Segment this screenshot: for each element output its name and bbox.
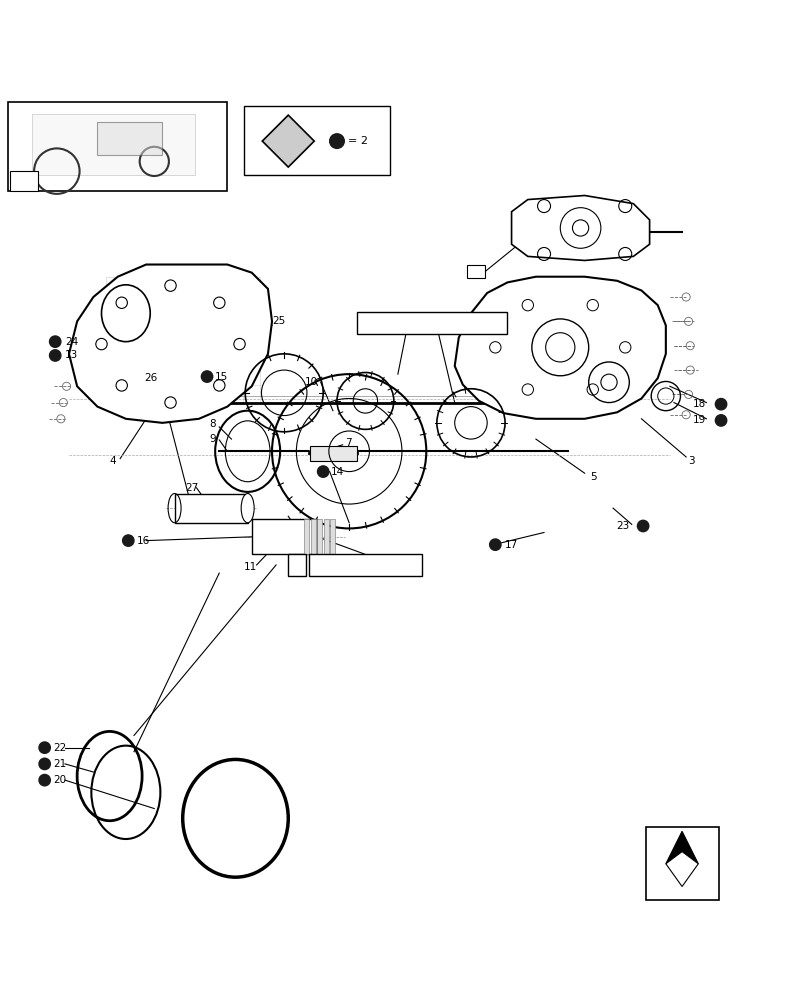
- FancyBboxPatch shape: [308, 554, 422, 576]
- FancyBboxPatch shape: [311, 519, 315, 554]
- Text: 8: 8: [209, 419, 216, 429]
- Text: 14: 14: [331, 467, 344, 477]
- Circle shape: [39, 774, 50, 786]
- Text: 1.81.9/01G: 1.81.9/01G: [312, 560, 370, 570]
- Circle shape: [201, 371, 212, 382]
- Text: 3: 3: [688, 456, 694, 466]
- Circle shape: [637, 520, 648, 532]
- Text: 23: 23: [616, 521, 629, 531]
- Text: 25: 25: [272, 316, 285, 326]
- Text: 1: 1: [469, 267, 475, 277]
- FancyBboxPatch shape: [97, 122, 162, 155]
- Ellipse shape: [241, 494, 254, 523]
- Text: 18: 18: [693, 399, 706, 409]
- FancyBboxPatch shape: [324, 519, 328, 554]
- Polygon shape: [262, 115, 314, 167]
- Text: 26: 26: [144, 373, 157, 383]
- Text: 27: 27: [185, 483, 198, 493]
- FancyBboxPatch shape: [466, 265, 484, 278]
- Text: 17: 17: [504, 540, 517, 550]
- FancyBboxPatch shape: [645, 827, 718, 900]
- FancyBboxPatch shape: [174, 494, 247, 523]
- Text: 24: 24: [65, 337, 78, 347]
- Circle shape: [317, 466, 328, 477]
- Text: 10: 10: [304, 377, 317, 387]
- Circle shape: [39, 742, 50, 753]
- Text: 7: 7: [345, 438, 351, 448]
- Polygon shape: [511, 196, 649, 260]
- Text: 11: 11: [243, 562, 256, 572]
- Text: 13: 13: [65, 350, 78, 360]
- Circle shape: [49, 350, 61, 361]
- Text: 19: 19: [693, 415, 706, 425]
- Text: = 2: = 2: [347, 136, 367, 146]
- Text: ◢: ◢: [15, 177, 22, 187]
- Polygon shape: [454, 277, 665, 419]
- Circle shape: [489, 539, 500, 550]
- FancyBboxPatch shape: [32, 114, 195, 175]
- Text: 9: 9: [209, 434, 216, 444]
- Text: 6: 6: [298, 540, 305, 550]
- Polygon shape: [69, 265, 272, 423]
- Polygon shape: [665, 852, 697, 887]
- Text: 15: 15: [215, 372, 228, 382]
- Circle shape: [49, 336, 61, 347]
- Circle shape: [329, 134, 344, 148]
- Text: 12: 12: [290, 560, 303, 570]
- Text: 5: 5: [590, 472, 596, 482]
- Text: 4: 4: [109, 456, 116, 466]
- FancyBboxPatch shape: [304, 519, 309, 554]
- Text: 16: 16: [136, 536, 149, 546]
- Circle shape: [122, 535, 134, 546]
- FancyBboxPatch shape: [288, 554, 306, 576]
- FancyBboxPatch shape: [330, 519, 335, 554]
- Text: 22: 22: [53, 743, 66, 753]
- FancyBboxPatch shape: [357, 312, 507, 334]
- Text: 1: 1: [472, 268, 478, 278]
- Polygon shape: [665, 831, 697, 864]
- Text: 21: 21: [53, 759, 66, 769]
- Text: 1.81.9/01F 02: 1.81.9/01F 02: [361, 318, 433, 328]
- FancyBboxPatch shape: [10, 171, 38, 191]
- Circle shape: [714, 415, 726, 426]
- FancyBboxPatch shape: [251, 519, 316, 554]
- Circle shape: [714, 398, 726, 410]
- Text: 20: 20: [53, 775, 66, 785]
- FancyBboxPatch shape: [243, 106, 389, 175]
- FancyBboxPatch shape: [8, 102, 227, 191]
- FancyBboxPatch shape: [310, 446, 357, 461]
- Text: KIT KIT: KIT KIT: [274, 140, 300, 149]
- FancyBboxPatch shape: [317, 519, 322, 554]
- Circle shape: [39, 758, 50, 770]
